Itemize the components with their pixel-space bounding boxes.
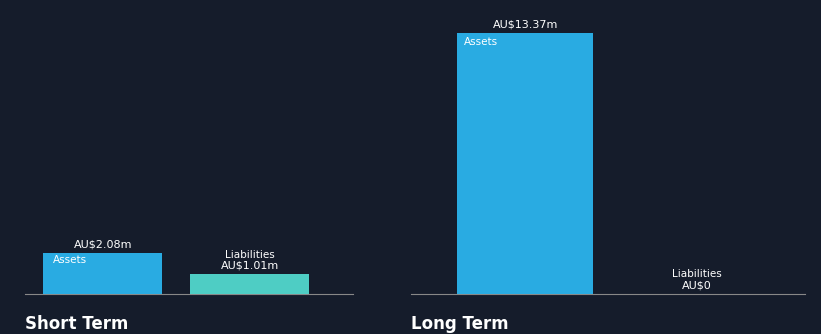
Text: Long Term: Long Term — [410, 315, 508, 333]
Bar — [457, 33, 594, 294]
Text: Liabilities: Liabilities — [672, 269, 722, 279]
Text: AU$13.37m: AU$13.37m — [493, 20, 557, 30]
Text: AU$0: AU$0 — [682, 280, 712, 290]
Text: AU$2.08m: AU$2.08m — [74, 240, 132, 250]
Bar — [44, 254, 163, 294]
Text: Liabilities: Liabilities — [225, 249, 275, 260]
Text: Short Term: Short Term — [25, 315, 128, 333]
Text: AU$1.01m: AU$1.01m — [221, 260, 279, 270]
Text: Assets: Assets — [464, 37, 498, 47]
Text: Assets: Assets — [53, 255, 87, 265]
Bar — [190, 274, 310, 294]
